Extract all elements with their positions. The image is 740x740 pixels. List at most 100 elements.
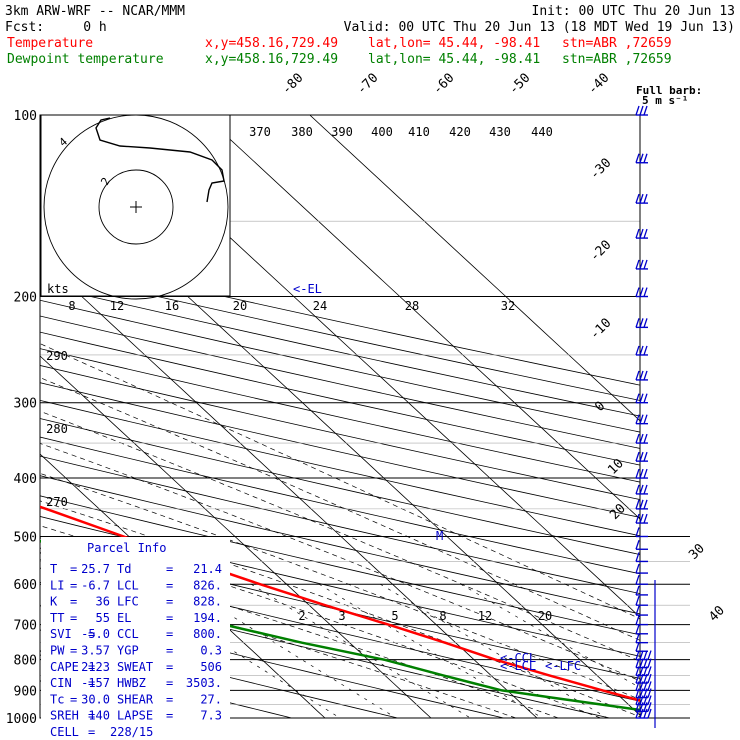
parcel-info-cell: 27. (200, 692, 222, 706)
wind-barb-flag (635, 527, 640, 537)
wind-barb-flag (639, 105, 644, 116)
parcel-info-cell: 828. (193, 595, 222, 609)
wind-barb-flag (639, 666, 644, 676)
wind-barb-flag (635, 228, 640, 239)
wind-barb-flag (647, 673, 652, 684)
wind-barb-flag (635, 153, 640, 163)
parcel-info-cell: SHEAR (117, 692, 154, 706)
wind-barbs (635, 105, 656, 728)
mixing-ratio-line (127, 583, 341, 719)
parcel-info-cell: PW (50, 644, 65, 658)
valid-time: Valid: 00 UTC Thu 20 Jun 13 (18 MDT Wed … (344, 20, 735, 35)
dewpoint-latlon: lat,lon= 45.44, -98.41 (368, 52, 540, 67)
wind-barb-flag (635, 287, 640, 297)
wind-barb-flag (635, 345, 640, 356)
isotherm-label: -30 (587, 156, 614, 183)
model-title: 3km ARW-WRF -- NCAR/MMM (5, 4, 185, 19)
wind-barb-flag (647, 666, 652, 676)
wind-barb-flag (639, 287, 644, 297)
wind-barb-flag (643, 193, 648, 204)
wind-barb-flag (635, 681, 640, 691)
level-marker: <-EL (293, 282, 322, 296)
parcel-info-cell: = (166, 578, 173, 592)
wind-barb-flag (639, 702, 644, 712)
isotherm-line (309, 115, 640, 422)
temperature-line (40, 505, 640, 702)
wind-barb-flag (635, 259, 640, 270)
wind-barb-flag (639, 468, 644, 479)
parcel-info-cell: 194. (193, 611, 222, 625)
wind-barb-flag (639, 499, 644, 510)
wind-barb-flag (635, 605, 640, 616)
mixing-ratio-line (251, 583, 471, 719)
mixing-ratio-label: 20 (538, 609, 552, 623)
hodograph-ring-label: 8 (68, 299, 75, 313)
temperature-station: stn=ABR ,72659 (562, 36, 672, 51)
wind-barb-flag (647, 708, 652, 719)
hodograph-ring-label: 16 (165, 299, 179, 313)
wind-barb-flag (643, 468, 648, 479)
hodograph-ring-label: 32 (501, 299, 515, 313)
parcel-info-cell: 800. (193, 627, 222, 641)
parcel-info-cell: SREH (50, 709, 79, 723)
isotherm-label: 20 (607, 501, 629, 523)
parcel-info-cell: HWBZ (117, 676, 146, 690)
wind-barb-flag (643, 702, 648, 712)
parcel-info-cell: -5.0 (81, 627, 110, 641)
parcel-info-cell: Tc (50, 692, 64, 706)
wind-barb-flag (635, 658, 640, 668)
parcel-info-cell: 826. (193, 578, 222, 592)
temperature-label: Temperature (7, 36, 93, 51)
hodograph-ring (98, 169, 174, 245)
parcel-info-cell: 55 (96, 611, 110, 625)
wind-barb-flag (647, 688, 652, 698)
wind-barb-flag (643, 259, 648, 270)
hodograph-trace (95, 117, 225, 203)
parcel-info-cell: = (166, 595, 173, 609)
mixing-ratio-line (180, 583, 397, 719)
header: 3km ARW-WRF -- NCAR/MMM Init: 00 UTC Thu… (5, 4, 735, 107)
wind-barb-flag (639, 193, 644, 204)
moist-adiabat-line (40, 343, 640, 620)
wind-barb-flag (635, 563, 640, 574)
wind-barb-flag (643, 451, 648, 462)
freezing-level-marker: M (436, 529, 443, 543)
wind-barb-flag (643, 658, 648, 668)
wind-barb-flag (635, 595, 640, 606)
parcel-info-cell: CCL (117, 627, 139, 641)
parcel-info-cell: = (166, 627, 173, 641)
wind-barb-flag (639, 153, 644, 163)
theta-label: 440 (531, 125, 553, 139)
pressure-tick-label: 800 (14, 654, 37, 669)
temperature-xy: x,y=458.16,729.49 (205, 36, 338, 51)
theta-label: 400 (371, 125, 393, 139)
wind-barb-flag (635, 513, 640, 524)
parcel-info-cell: = (166, 692, 173, 706)
wind-barb-flag (643, 433, 648, 444)
parcel-info-title: Parcel Info (87, 541, 166, 555)
wind-barb-flag (635, 318, 640, 328)
parcel-info-cell: = (70, 644, 77, 658)
level-marker: <-LCL (500, 659, 536, 673)
parcel-info-cell: 30.0 (81, 692, 110, 706)
dewpoint-station: stn=ABR ,72659 (562, 52, 672, 67)
wind-barb-flag (643, 673, 648, 684)
isotherm-label: -40 (585, 71, 612, 98)
wind-barb-flag (635, 370, 640, 381)
parcel-info-cell: = (88, 627, 95, 641)
wind-barb-flag (643, 695, 648, 705)
wind-barb-flag (639, 708, 644, 719)
theta-label: 420 (449, 125, 471, 139)
theta-label: 380 (291, 125, 313, 139)
pressure-tick-label: 300 (14, 397, 37, 412)
isotherm-label: -20 (587, 238, 614, 265)
wind-barb-flag (635, 468, 640, 479)
wind-barb-flag (647, 658, 652, 668)
parcel-info-cell: T (50, 562, 57, 576)
isotherm-label: 10 (605, 456, 627, 478)
pressure-tick-label: 200 (14, 291, 37, 306)
wind-barb-flag (647, 681, 652, 691)
wind-barb-flag (639, 393, 644, 403)
parcel-info-cell: = (70, 611, 77, 625)
